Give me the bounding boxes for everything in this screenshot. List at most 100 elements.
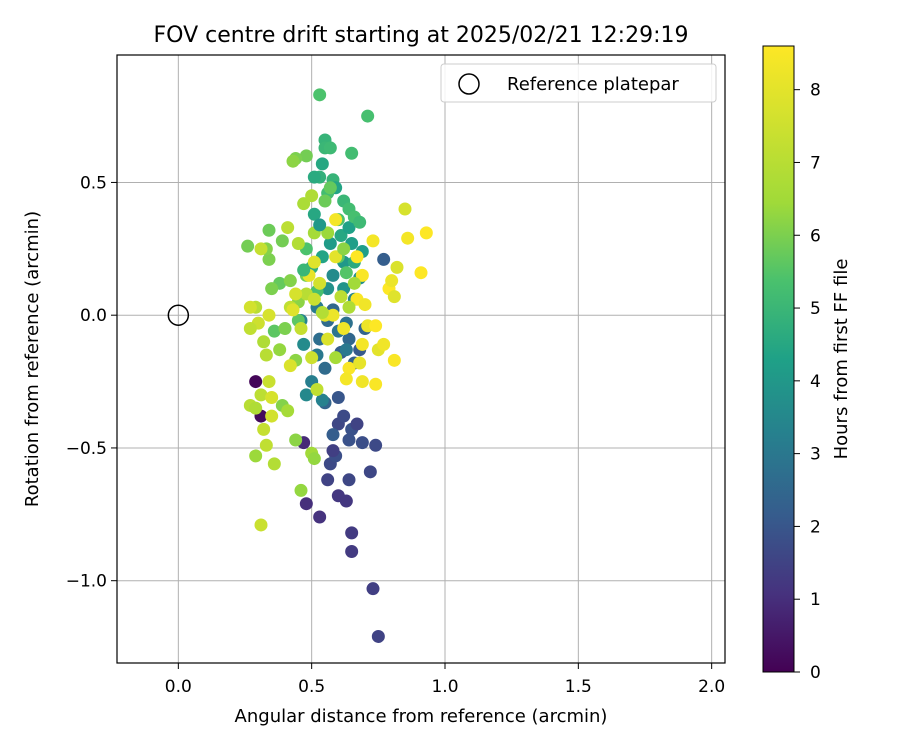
scatter-point (326, 444, 340, 458)
scatter-point (299, 497, 313, 511)
scatter-point (339, 343, 353, 357)
scatter-point (355, 436, 369, 450)
scatter-point (297, 337, 311, 351)
scatter-point (315, 157, 329, 171)
scatter-point (369, 438, 383, 452)
scatter-point (326, 308, 340, 322)
scatter-point (307, 452, 321, 466)
scatter-point (355, 375, 369, 389)
scatter-point (345, 526, 359, 540)
scatter-point (321, 226, 335, 240)
x-axis-ticks: 0.0 0.5 1.0 1.5 2.0 (165, 663, 725, 697)
scatter-point (313, 510, 327, 524)
scatter-point (297, 263, 311, 277)
x-tick-label: 1.5 (565, 677, 592, 697)
scatter-point (278, 321, 292, 335)
x-axis-label: Angular distance from reference (arcmin) (235, 706, 608, 727)
scatter-point (257, 422, 271, 436)
colorbar-tick-label: 0 (810, 663, 821, 683)
scatter-point (307, 255, 321, 269)
scatter-point (267, 457, 281, 471)
y-tick-label: 0.0 (80, 306, 107, 326)
scatter-point (377, 337, 391, 351)
scatter-point (243, 300, 257, 314)
y-axis-ticks: 0.5 0.0 −0.5 −1.0 (66, 173, 117, 592)
colorbar-tick-label: 7 (810, 153, 821, 173)
scatter-point (361, 109, 375, 123)
colorbar-tick-label: 8 (810, 81, 821, 101)
scatter-point (419, 226, 433, 240)
scatter-point (329, 351, 343, 365)
scatter-point (323, 141, 337, 155)
scatter-point (283, 359, 297, 373)
scatter-point (286, 154, 300, 168)
scatter-point (275, 234, 289, 248)
colorbar: 0 1 2 3 4 5 6 7 8 Hours from first FF file (762, 45, 852, 683)
colorbar-ticks: 0 1 2 3 4 5 6 7 8 (794, 81, 821, 683)
scatter-point (267, 324, 281, 338)
scatter-point (262, 375, 276, 389)
scatter-point (363, 465, 377, 479)
legend-box (440, 63, 717, 103)
scatter-point (262, 223, 276, 237)
scatter-point (249, 449, 263, 463)
scatter-point (353, 356, 367, 370)
y-tick-label: −1.0 (66, 572, 107, 592)
y-axis-label: Rotation from reference (arcmin) (22, 211, 43, 507)
scatter-point (366, 582, 380, 596)
scatter-point (390, 260, 404, 274)
scatter-point (249, 375, 263, 389)
scatter-point (337, 409, 351, 423)
plot-frame (116, 54, 726, 664)
scatter-point (345, 146, 359, 160)
scatter-point (323, 181, 337, 195)
chart-title: FOV centre drift starting at 2025/02/21 … (154, 23, 689, 48)
scatter-point (241, 239, 255, 253)
scatter-point (358, 298, 372, 312)
scatter-point (350, 250, 364, 264)
scatter-point (369, 319, 383, 333)
x-tick-label: 1.0 (431, 677, 458, 697)
colorbar-tick-label: 5 (810, 299, 821, 319)
scatter-point (377, 252, 391, 266)
legend-marker-icon (458, 73, 480, 95)
scatter-point (307, 207, 321, 221)
scatter-point (337, 321, 351, 335)
scatter-point (347, 276, 361, 290)
scatter-point (313, 276, 327, 290)
scatter-point (334, 290, 348, 304)
scatter-point (294, 321, 308, 335)
scatter-point (342, 300, 356, 314)
scatter-point (385, 274, 399, 288)
scatter-point (281, 221, 295, 235)
scatter-point (305, 351, 319, 365)
scatter-point (305, 189, 319, 203)
scatter-point (329, 213, 343, 227)
scatter-point (265, 390, 279, 404)
scatter-point (414, 266, 428, 280)
scatter-point (366, 234, 380, 248)
scatter-point (369, 377, 383, 391)
scatter-point (297, 197, 311, 211)
scatter-point (289, 287, 303, 301)
scatter-point (262, 252, 276, 266)
scatter-point (321, 473, 335, 487)
scatter-point (323, 237, 337, 251)
legend: Reference platepar (440, 63, 717, 103)
x-tick-label: 0.5 (298, 677, 325, 697)
scatter-point (265, 282, 279, 296)
scatter-point (339, 372, 353, 386)
scatter-point (321, 332, 335, 346)
grid-lines (117, 55, 725, 663)
colorbar-tick-label: 4 (810, 372, 821, 392)
scatter-point (281, 404, 295, 418)
colorbar-tick-label: 2 (810, 517, 821, 537)
scatter-point (342, 332, 356, 346)
scatter-point (342, 221, 356, 235)
y-tick-label: −0.5 (66, 439, 107, 459)
scatter-point (342, 473, 356, 487)
scatter-point (331, 390, 345, 404)
scatter-point (387, 290, 401, 304)
scatter-point (318, 194, 332, 208)
scatter-point (259, 348, 273, 362)
